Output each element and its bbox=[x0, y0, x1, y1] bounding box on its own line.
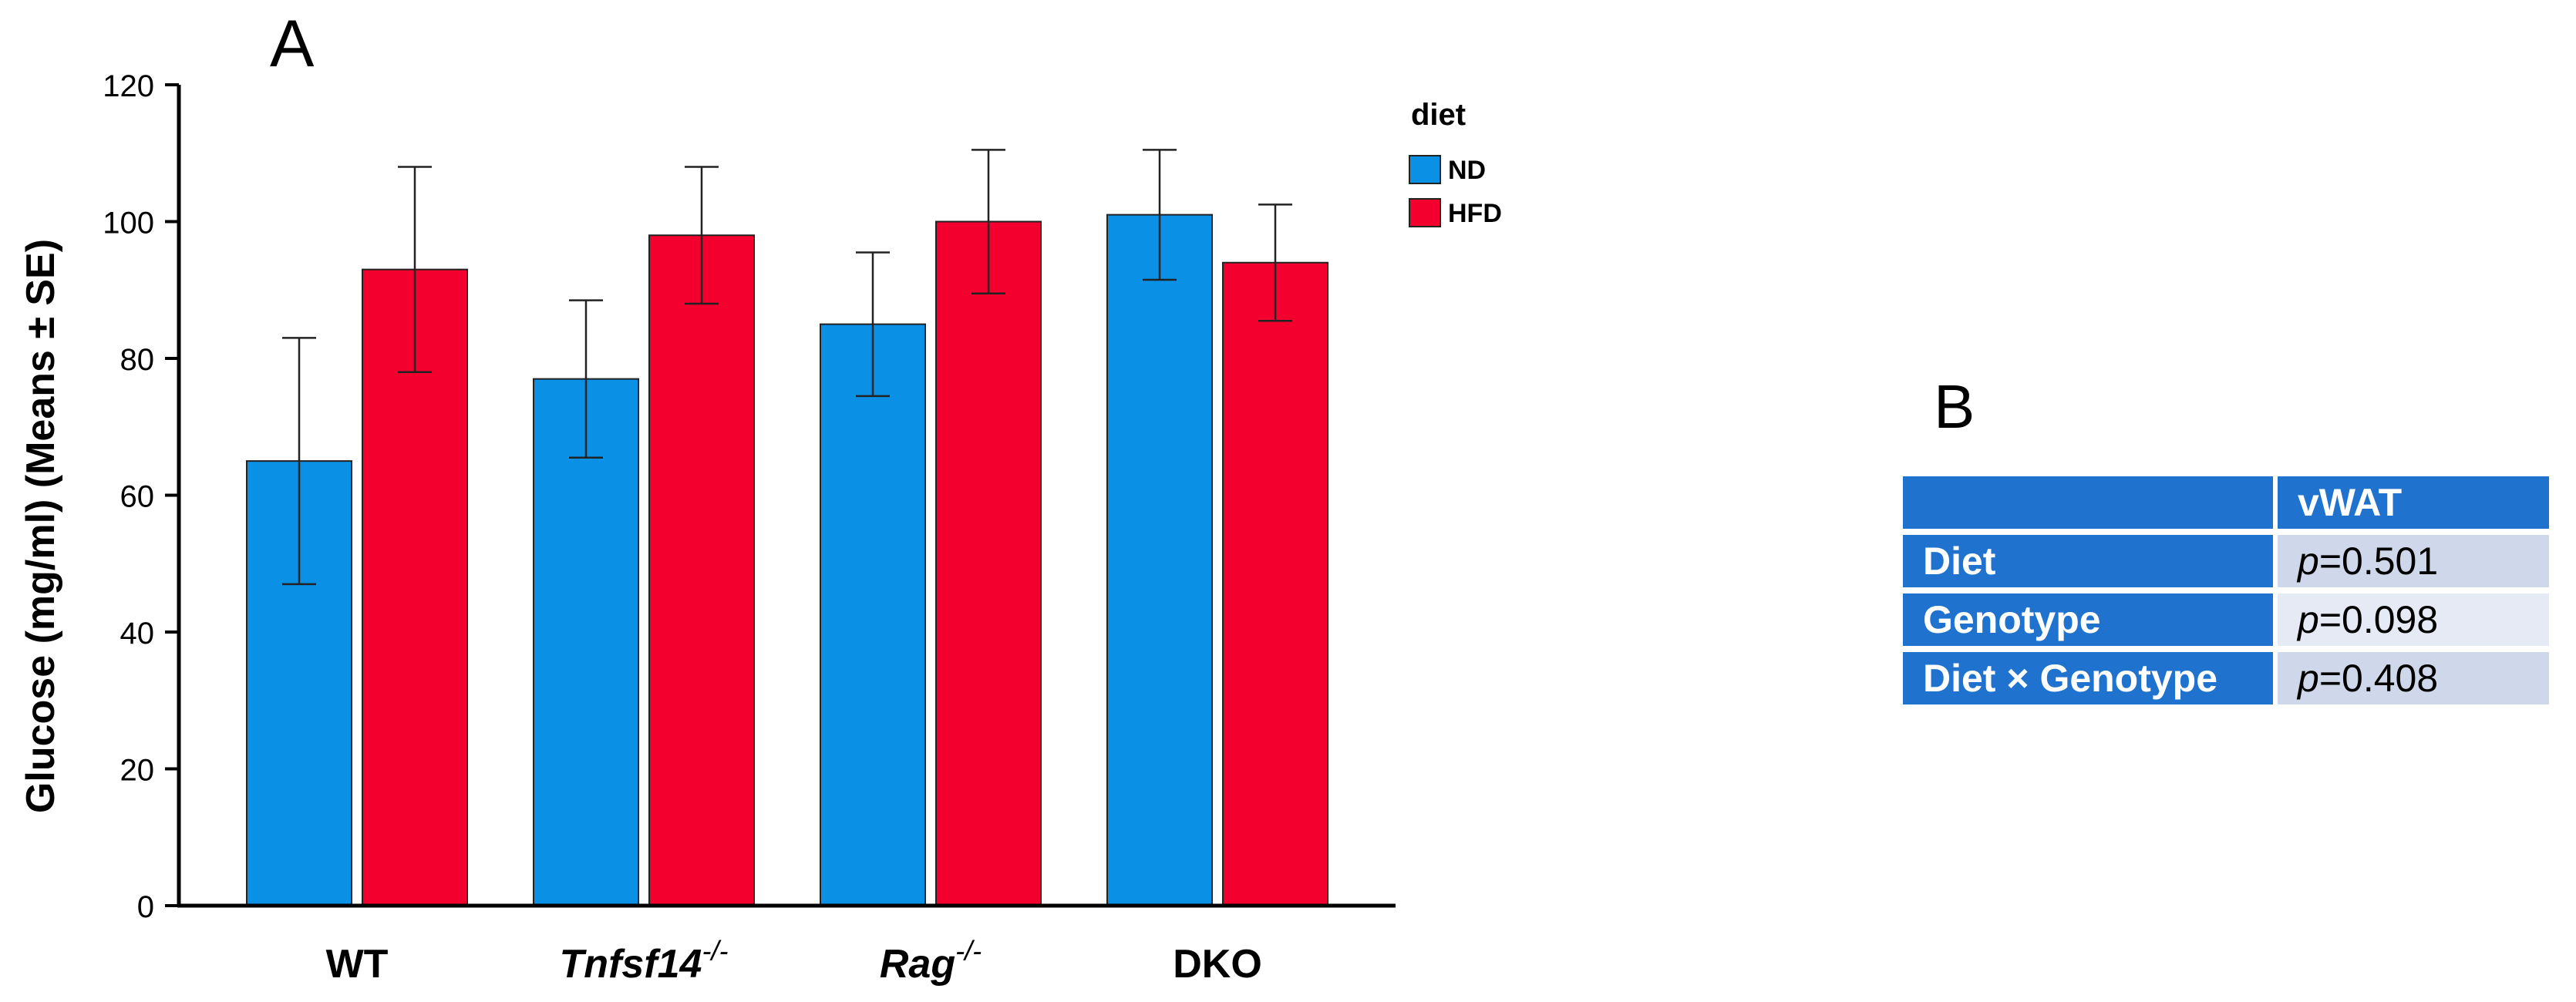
table-row: Diet × Genotype p=0.408 bbox=[1903, 652, 2549, 704]
bar-nd-dko bbox=[1106, 214, 1213, 906]
glucose-bar-chart: 0 20 40 60 80 100 120 WT Tnfsf14-/- Rag-/- DKO Glu… bbox=[19, 69, 1502, 987]
p-value: =0.501 bbox=[2318, 540, 2439, 583]
x-tick-label-wt: WT bbox=[326, 942, 389, 987]
row-label-diet: Diet bbox=[1903, 535, 2273, 587]
table-row: Diet p=0.501 bbox=[1903, 535, 2549, 587]
p-value: =0.408 bbox=[2318, 657, 2439, 700]
x-tick-label-rag: Rag-/- bbox=[880, 935, 982, 987]
panel-b-label: B bbox=[1934, 372, 1975, 441]
bar-hfd-wt bbox=[362, 268, 468, 906]
y-axis-title: Glucose (mg/ml) (Means ± SE) bbox=[19, 239, 63, 813]
p-value: =0.098 bbox=[2318, 598, 2439, 641]
legend-label-nd: ND bbox=[1448, 156, 1486, 185]
x-tick-label-tnfsf14: Tnfsf14-/- bbox=[560, 935, 729, 987]
x-tick-label-dko: DKO bbox=[1173, 942, 1262, 987]
y-tick-label: 120 bbox=[103, 69, 154, 103]
table-row: Genotype p=0.098 bbox=[1903, 593, 2549, 646]
row-value-interaction: p=0.408 bbox=[2278, 652, 2549, 704]
p-symbol: p bbox=[2298, 657, 2319, 700]
bar-hfd-dko bbox=[1222, 261, 1328, 906]
row-label-interaction: Diet × Genotype bbox=[1903, 652, 2273, 704]
y-tick-label: 60 bbox=[120, 480, 155, 514]
bar-nd-rag bbox=[820, 323, 926, 906]
y-tick-label: 100 bbox=[103, 207, 154, 240]
legend-label-hfd: HFD bbox=[1448, 199, 1502, 228]
table-header-vwat: vWAT bbox=[2278, 476, 2549, 529]
table-header-row: vWAT bbox=[1903, 476, 2549, 529]
legend-swatch-nd bbox=[1409, 155, 1441, 184]
y-tick-label: 0 bbox=[137, 890, 154, 924]
anova-table: vWAT Diet p=0.501 Genotype p=0.098 Diet … bbox=[1898, 470, 2554, 711]
y-tick-label: 80 bbox=[120, 343, 155, 377]
table-header-empty bbox=[1903, 476, 2273, 529]
p-symbol: p bbox=[2298, 540, 2319, 583]
y-tick-label: 40 bbox=[120, 617, 155, 651]
p-symbol: p bbox=[2298, 598, 2319, 641]
bar-hfd-rag bbox=[935, 220, 1042, 906]
y-tick-label: 20 bbox=[120, 754, 155, 788]
bar-hfd-tnfsf14 bbox=[648, 234, 755, 906]
row-value-genotype: p=0.098 bbox=[2278, 593, 2549, 646]
row-label-genotype: Genotype bbox=[1903, 593, 2273, 646]
legend-swatch-hfd bbox=[1409, 198, 1441, 227]
panel-a-label: A bbox=[270, 7, 315, 81]
row-value-diet: p=0.501 bbox=[2278, 535, 2549, 587]
legend-title: diet bbox=[1411, 98, 1466, 132]
